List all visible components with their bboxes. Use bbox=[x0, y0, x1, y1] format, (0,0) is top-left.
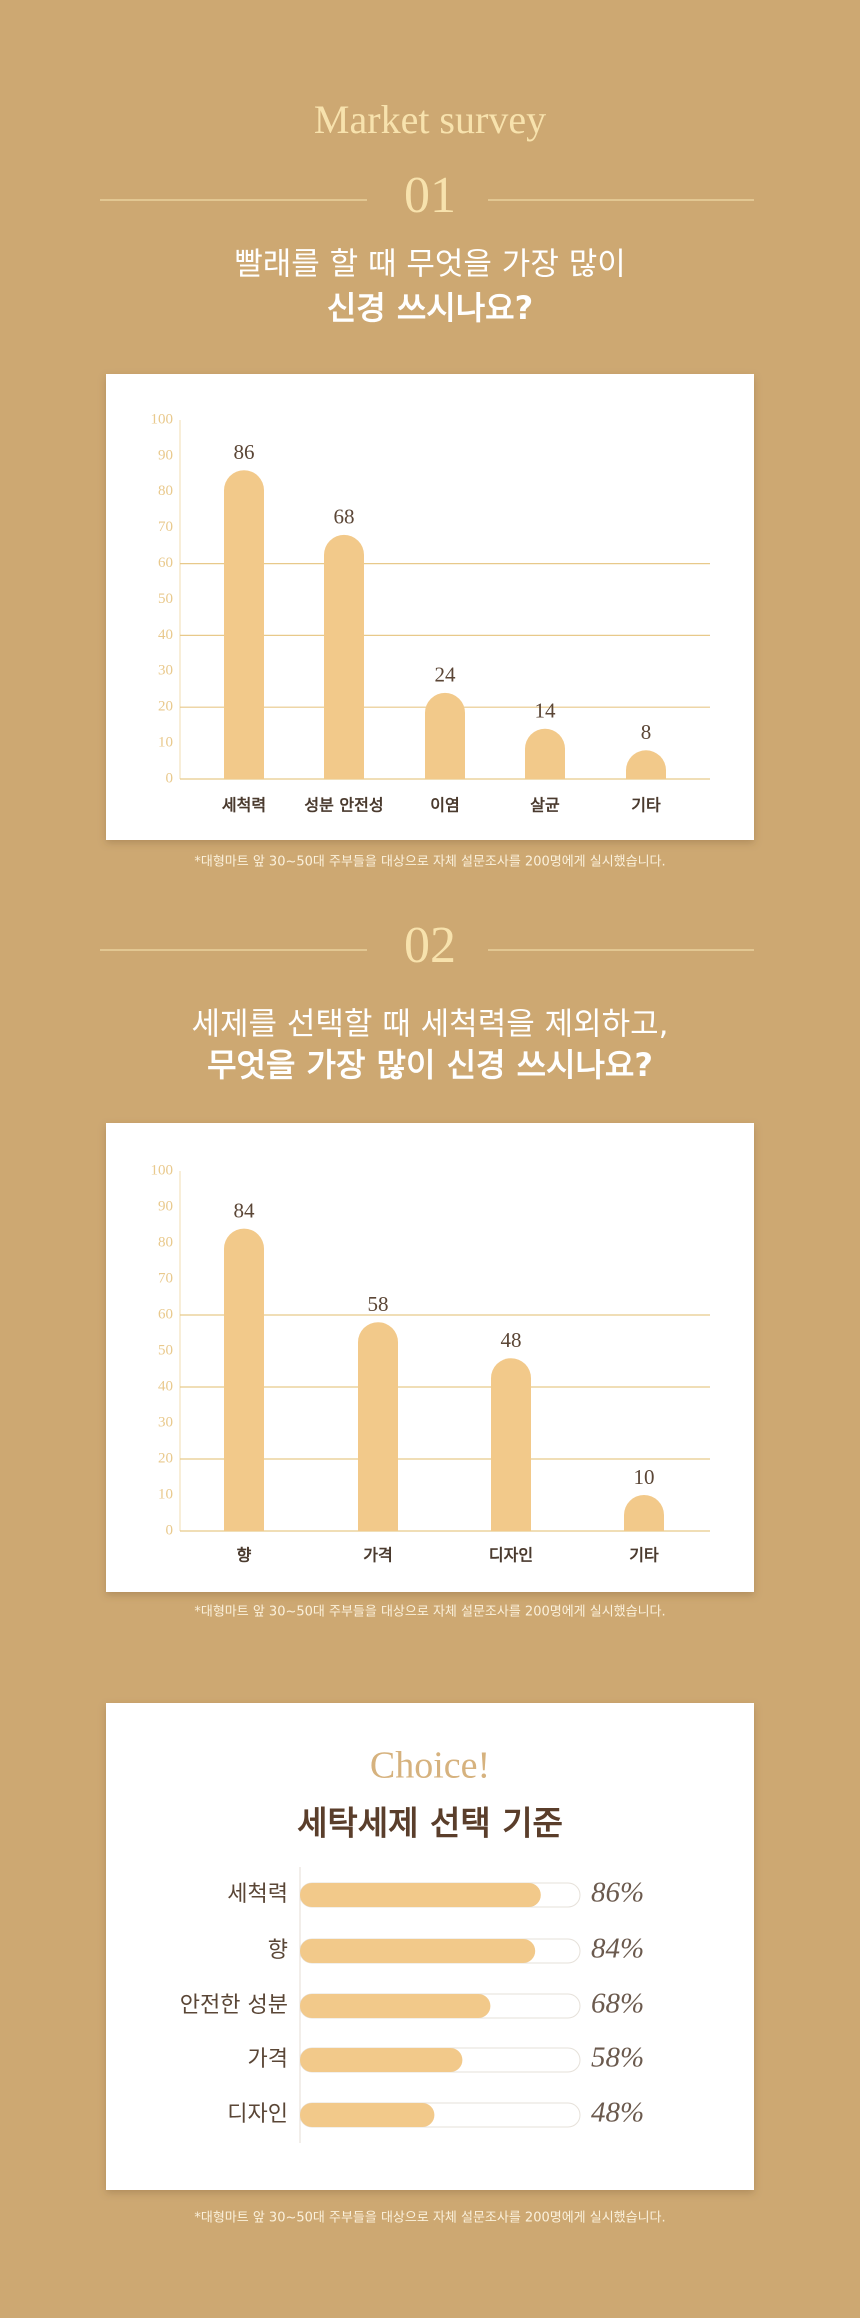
category-label: 안전한 성분 bbox=[180, 1993, 288, 2018]
y-tick-label: 60 bbox=[158, 555, 173, 571]
bar bbox=[300, 2048, 463, 2072]
category-label: 세척력 bbox=[227, 1882, 288, 1907]
question: 빨래를 할 때 무엇을 가장 많이 bbox=[234, 247, 626, 283]
question: 무엇을 가장 많이 신경 쓰시나요? bbox=[207, 1046, 653, 1084]
y-tick-label: 50 bbox=[158, 591, 173, 607]
card-subtitle: Choice! bbox=[370, 1745, 490, 1787]
y-tick-label: 30 bbox=[158, 1414, 173, 1430]
value-label: 8 bbox=[641, 720, 652, 744]
x-tick-label: 이염 bbox=[430, 796, 459, 815]
value-label: 68 bbox=[334, 505, 355, 529]
question: 세제를 선택할 때 세척력을 제외하고, bbox=[191, 1007, 668, 1043]
bar bbox=[224, 470, 264, 779]
bar bbox=[525, 728, 565, 779]
note: *대형마트 앞 30~50대 주부들을 대상으로 자체 설문조사를 200명에게… bbox=[194, 2210, 665, 2226]
bar bbox=[324, 534, 364, 779]
bar bbox=[224, 1228, 264, 1531]
value-label: 68% bbox=[591, 1988, 644, 2020]
y-tick-label: 0 bbox=[166, 770, 174, 786]
y-tick-label: 50 bbox=[158, 1342, 173, 1358]
category-label: 가격 bbox=[248, 2047, 288, 2072]
section-number: 01 bbox=[404, 167, 456, 224]
bar bbox=[300, 2103, 435, 2127]
x-tick-label: 디자인 bbox=[489, 1546, 533, 1565]
y-tick-label: 70 bbox=[158, 519, 173, 535]
bar bbox=[300, 1883, 541, 1907]
category-label: 향 bbox=[268, 1938, 288, 1963]
bar bbox=[300, 1939, 536, 1963]
y-tick-label: 70 bbox=[158, 1270, 173, 1286]
y-tick-label: 40 bbox=[158, 1378, 173, 1394]
x-tick-label: 살균 bbox=[530, 796, 560, 815]
question: 신경 쓰시나요? bbox=[327, 289, 533, 327]
y-tick-label: 90 bbox=[158, 1198, 173, 1214]
value-label: 10 bbox=[634, 1465, 655, 1489]
y-tick-label: 0 bbox=[166, 1522, 174, 1538]
y-tick-label: 80 bbox=[158, 483, 173, 499]
y-tick-label: 30 bbox=[158, 663, 173, 679]
value-label: 58% bbox=[591, 2042, 644, 2074]
x-tick-label: 성분 안전성 bbox=[304, 796, 383, 815]
x-tick-label: 기타 bbox=[629, 1546, 659, 1565]
bar bbox=[358, 1322, 398, 1531]
y-tick-label: 20 bbox=[158, 699, 173, 715]
bar bbox=[491, 1358, 531, 1531]
y-tick-label: 100 bbox=[151, 411, 174, 427]
value-label: 84 bbox=[234, 1198, 256, 1222]
value-label: 48 bbox=[501, 1328, 522, 1352]
x-tick-label: 기타 bbox=[631, 796, 661, 815]
value-label: 48% bbox=[591, 2097, 644, 2129]
value-label: 58 bbox=[368, 1292, 389, 1316]
x-tick-label: 세척력 bbox=[222, 796, 266, 815]
y-tick-label: 100 bbox=[151, 1162, 174, 1178]
value-label: 86 bbox=[234, 440, 255, 464]
value-label: 14 bbox=[535, 699, 557, 723]
value-label: 84% bbox=[591, 1933, 644, 1965]
bar bbox=[624, 1495, 664, 1531]
value-label: 24 bbox=[435, 663, 457, 687]
value-label: 86% bbox=[591, 1877, 644, 1909]
bar bbox=[626, 750, 666, 779]
bar bbox=[300, 1994, 491, 2018]
y-tick-label: 90 bbox=[158, 447, 173, 463]
x-tick-label: 향 bbox=[237, 1546, 252, 1565]
y-tick-label: 10 bbox=[158, 735, 173, 751]
y-tick-label: 80 bbox=[158, 1234, 173, 1250]
note: *대형마트 앞 30~50대 주부들을 대상으로 자체 설문조사를 200명에게… bbox=[194, 1604, 665, 1620]
y-tick-label: 20 bbox=[158, 1450, 173, 1466]
section-number: 02 bbox=[404, 917, 456, 974]
y-tick-label: 60 bbox=[158, 1306, 173, 1322]
x-tick-label: 가격 bbox=[363, 1546, 392, 1565]
page-title: Market survey bbox=[314, 97, 546, 142]
note: *대형마트 앞 30~50대 주부들을 대상으로 자체 설문조사를 200명에게… bbox=[194, 854, 665, 870]
card-title: 세탁세제 선택 기준 bbox=[297, 1804, 563, 1843]
y-tick-label: 40 bbox=[158, 627, 173, 643]
category-label: 디자인 bbox=[227, 2102, 288, 2127]
y-tick-label: 10 bbox=[158, 1486, 173, 1502]
bar bbox=[425, 692, 465, 779]
